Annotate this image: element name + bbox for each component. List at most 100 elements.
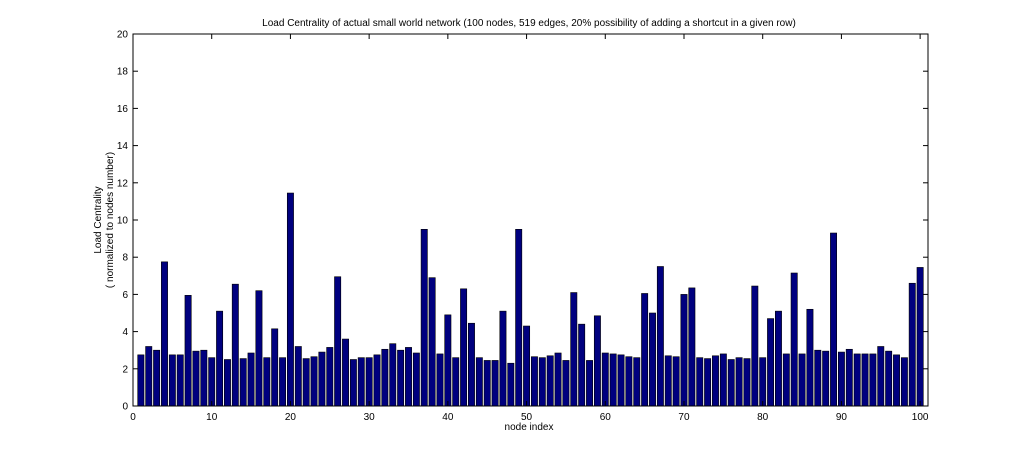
y-tick-label: 14 (117, 141, 129, 152)
y-tick-label: 16 (117, 104, 129, 115)
bar-node-12 (224, 359, 231, 407)
bar-node-10 (208, 357, 216, 407)
bar-node-11 (216, 310, 224, 407)
bar-node-28 (349, 359, 357, 407)
bar-node-47 (499, 310, 507, 407)
bar-node-54 (554, 352, 562, 407)
bar-node-32 (381, 348, 389, 407)
bar-node-20 (286, 192, 294, 407)
bar-node-9 (200, 349, 208, 407)
y-axis-label-line2: ( normalized to nodes number) (105, 152, 116, 288)
bar-node-4 (161, 261, 168, 407)
bar-node-75 (719, 353, 727, 407)
bar-node-84 (790, 272, 798, 407)
bar-node-21 (294, 346, 302, 407)
bar-node-86 (806, 308, 814, 407)
y-tick-label: 4 (122, 327, 128, 338)
x-tick-label: 100 (912, 412, 929, 423)
bar-node-48 (507, 362, 515, 407)
bar-node-66 (649, 312, 656, 407)
bar-node-5 (168, 354, 176, 407)
bar-node-14 (239, 358, 247, 407)
bar-node-50 (523, 325, 531, 407)
bar-node-73 (704, 358, 712, 407)
bar-node-90 (837, 351, 845, 407)
bar-node-79 (751, 285, 759, 407)
bar-node-44 (475, 357, 483, 407)
bar-node-69 (672, 356, 680, 407)
bar-node-16 (255, 290, 263, 407)
bar-node-77 (735, 357, 743, 407)
bar-node-49 (515, 229, 523, 407)
bar-node-31 (373, 354, 381, 407)
x-axis: 0 10 20 30 40 50 60 70 80 90 100 (130, 34, 929, 423)
bar-node-59 (593, 315, 601, 407)
bar-node-39 (436, 353, 444, 407)
y-tick-label: 20 (117, 30, 129, 41)
bar-node-3 (153, 349, 161, 407)
bar-node-36 (412, 352, 420, 407)
bar-node-74 (712, 355, 719, 407)
bar-node-93 (861, 353, 869, 407)
y-tick-label: 0 (122, 402, 128, 413)
y-tick-label: 8 (122, 253, 128, 264)
bar-node-96 (885, 350, 893, 407)
bar-node-2 (145, 346, 153, 407)
x-tick-label: 20 (285, 412, 297, 423)
bar-node-72 (696, 357, 704, 407)
bar-node-1 (137, 354, 145, 407)
bar-node-56 (570, 292, 578, 407)
x-axis-label: node index (505, 422, 554, 433)
bar-node-51 (530, 356, 538, 407)
bar-node-88 (822, 350, 830, 407)
bar-node-35 (405, 347, 412, 407)
bar-node-34 (397, 349, 405, 407)
x-tick-label: 40 (442, 412, 454, 423)
bar-node-45 (483, 360, 491, 407)
bar-node-53 (546, 355, 554, 407)
bar-node-68 (664, 355, 672, 407)
bar-node-91 (845, 348, 853, 407)
bar-node-30 (365, 357, 373, 407)
x-tick-label: 10 (206, 412, 218, 423)
y-tick-label: 18 (117, 67, 129, 78)
bar-node-37 (420, 229, 428, 407)
x-tick-label: 50 (521, 412, 533, 423)
x-tick-label: 60 (600, 412, 612, 423)
bar-node-15 (247, 352, 255, 407)
bar-node-83 (782, 353, 790, 407)
bar-node-33 (389, 343, 397, 407)
bar-node-7 (184, 295, 192, 407)
bar-node-18 (271, 328, 279, 407)
bar-node-29 (357, 357, 365, 407)
bar-node-71 (688, 287, 696, 407)
bar-node-52 (538, 357, 546, 407)
bar-node-62 (617, 354, 625, 407)
bar-node-43 (468, 322, 475, 407)
bar-node-99 (908, 282, 916, 407)
bar-node-40 (444, 314, 452, 407)
x-tick-label: 80 (757, 412, 769, 423)
y-tick-label: 12 (117, 178, 129, 189)
bar-node-17 (263, 357, 271, 407)
bar-node-23 (310, 356, 318, 407)
bar-node-38 (428, 277, 436, 407)
y-tick-label: 6 (122, 290, 128, 301)
bar-node-65 (641, 293, 649, 407)
bar-node-89 (830, 232, 838, 407)
bar-node-63 (625, 356, 633, 407)
bar-node-8 (192, 350, 200, 407)
x-tick-label: 0 (130, 412, 136, 423)
x-tick-label: 90 (836, 412, 848, 423)
bar-node-100 (916, 267, 924, 407)
bar-node-98 (900, 357, 908, 407)
bars-layer (137, 192, 924, 407)
bar-node-67 (656, 266, 664, 407)
bar-node-61 (609, 353, 617, 407)
y-axis: 0 2 4 6 8 10 12 14 16 18 20 (117, 30, 928, 413)
bar-node-57 (578, 323, 586, 407)
bar-node-27 (342, 338, 349, 407)
bar-node-82 (774, 310, 782, 407)
bar-node-26 (334, 276, 342, 407)
